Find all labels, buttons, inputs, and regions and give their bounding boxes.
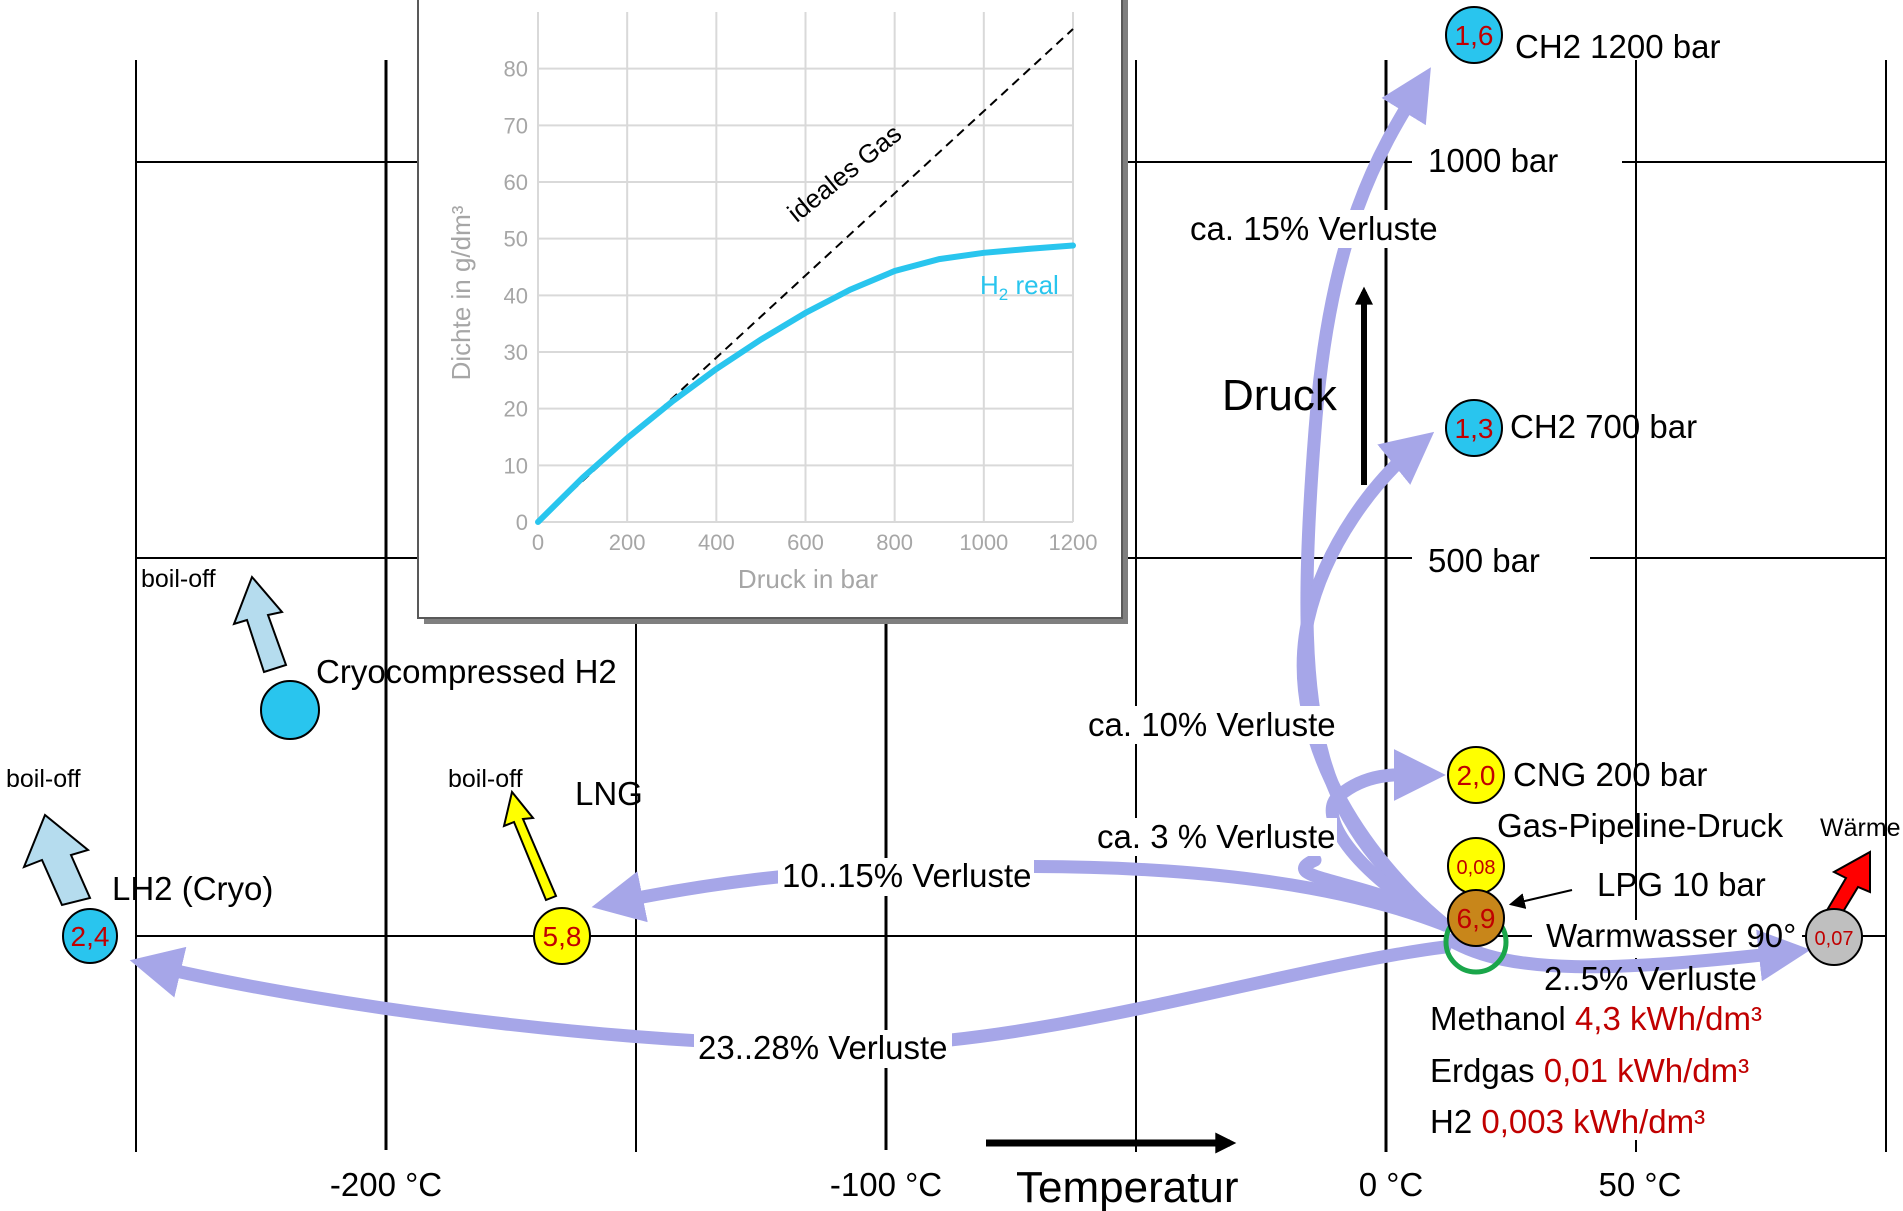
inset-ylabel: Dichte in g/dm³ [446,205,476,380]
reference-value: 0,003 kWh/dm³ [1481,1103,1705,1140]
node-ch2-1200 [1445,6,1503,64]
inset-y-tick: 50 [504,227,528,252]
reference-name: H2 [1430,1103,1472,1140]
node-warmwasser [1805,908,1863,966]
loss-label-lng: 10..15% Verluste [782,857,1032,894]
loss-labels: ca. 15% Verluste ca. 10% Verluste ca. 3 … [694,210,1757,1068]
inset-x-tick: 1200 [1049,530,1098,555]
inset-chart: 0 200 400 600 800 1000 1200 0 10 20 30 40 50 60 70 80 D… [417,0,1128,624]
arrow-to-warmwasser [1443,929,1811,982]
temp-tick: 0 °C [1359,1166,1424,1203]
inset-x-tick: 1000 [959,530,1008,555]
lpg-pointer [1508,889,1573,909]
inset-x-tick: 600 [787,530,824,555]
node-cryo-label: Cryocompressed H2 [316,653,617,690]
node-pipeline-label: Gas-Pipeline-Druck [1497,807,1784,844]
pressure-tick-500: 500 bar [1428,542,1540,579]
inset-x-tick: 200 [609,530,646,555]
inset-y-tick: 60 [504,170,528,195]
boiloff-lh2-arrow [22,813,92,907]
reference-name: Methanol [1430,1000,1566,1037]
reference-list: Methanol 4,3 kWh/dm³ Erdgas 0,01 kWh/dm³… [1430,1000,1762,1140]
reference-item: Methanol 4,3 kWh/dm³ [1430,1000,1762,1037]
node-ch2-1200-label: CH2 1200 bar [1515,28,1720,65]
temp-tick: 50 °C [1599,1166,1682,1203]
reference-item: H2 0,003 kWh/dm³ [1430,1103,1705,1140]
heat-label: Wärme [1820,814,1901,842]
temp-tick: -200 °C [330,1166,442,1203]
loss-label-lh2: 23..28% Verluste [698,1029,948,1066]
series-line-h2 [535,242,1076,525]
inset-y-tick: 70 [504,113,528,138]
reference-item: Erdgas 0,01 kWh/dm³ [1430,1052,1749,1089]
pressure-label: Druck [1222,371,1338,420]
inset-y-tick: 30 [504,340,528,365]
temperature-label: Temperatur [1016,1163,1239,1211]
arrow-to-ch2-700 [1296,431,1452,932]
inset-y-tick: 0 [516,510,528,535]
arrow-to-cng [1325,748,1452,932]
node-lpg [1447,889,1505,947]
node-lh2-value: 2,4 [71,921,110,952]
loss-label-warm: 2..5% Verluste [1544,960,1757,997]
boiloff-lh2-label: boil-off [6,765,81,793]
loss-label-ch2-1200: ca. 15% Verluste [1190,210,1438,247]
node-lh2 [62,908,118,964]
node-cng-label: CNG 200 bar [1513,756,1707,793]
inset-x-tick: 400 [698,530,735,555]
inset-plot-area: 0 200 400 600 800 1000 1200 0 10 20 30 40 50 60 70 80 [504,12,1098,555]
node-ch2-700-value: 1,3 [1455,413,1494,444]
boiloff-cryo-arrow [232,575,288,674]
node-ch2-700-label: CH2 700 bar [1510,408,1697,445]
node-warmwasser-value: 0,07 [1815,928,1854,950]
node-warmwasser-label: Warmwasser 90° [1546,917,1796,954]
reference-value: 0,01 kWh/dm³ [1544,1052,1749,1089]
node-lng-value: 5,8 [543,921,582,952]
inset-x-tick: 800 [876,530,913,555]
temperature-ticks: -200 °C -100 °C 0 °C 50 °C [320,1150,1681,1203]
pressure-tick-1000: 1000 bar [1428,142,1558,179]
node-cryo [260,680,320,740]
inset-y-tick: 40 [504,283,528,308]
inset-y-tick: 10 [504,453,528,478]
inset-y-tick: 80 [504,57,528,82]
node-lng [533,907,591,965]
node-lpg-value: 6,9 [1457,903,1496,934]
node-lpg-label: LPG 10 bar [1597,866,1766,903]
inset-x-tick: 0 [532,530,544,555]
inset-frame [417,0,1123,619]
inset-y-tick: 20 [504,397,528,422]
nodes: 1,6 CH2 1200 bar 1,3 CH2 700 bar 2,0 CNG… [62,6,1863,975]
node-cng-value: 2,0 [1457,760,1496,791]
node-lh2-label: LH2 (Cryo) [112,870,273,907]
side-arrows: boil-off boil-off boil-off Wärme [6,562,1901,922]
node-ch2-700 [1445,399,1503,457]
boiloff-lng-label: boil-off [448,765,523,793]
boiloff-cryo-label: boil-off [141,565,216,593]
loss-label-ch2-700: ca. 10% Verluste [1088,706,1336,743]
series-label-h2: H2 real [980,270,1059,304]
reference-value: 4,3 kWh/dm³ [1575,1000,1762,1037]
label-masks [1402,136,1802,1140]
node-lng-label: LNG [575,775,643,812]
reference-name: Erdgas [1430,1052,1535,1089]
node-pipeline-value: 0,08 [1457,857,1496,879]
boiloff-lng-arrow [502,789,558,902]
node-ch2-1200-value: 1,6 [1455,20,1494,51]
inset-xlabel: Druck in bar [738,564,878,594]
loss-label-cng: ca. 3 % Verluste [1097,818,1335,855]
temp-tick: -100 °C [830,1166,942,1203]
node-cng [1447,746,1505,804]
